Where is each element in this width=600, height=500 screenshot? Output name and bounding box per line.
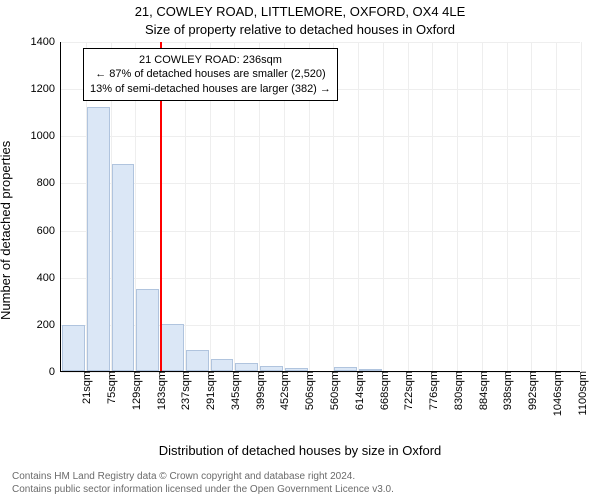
x-tick-label: 830sqm bbox=[449, 371, 465, 410]
x-tick-label: 884sqm bbox=[474, 371, 490, 410]
x-tick-label: 560sqm bbox=[325, 371, 341, 410]
annotation-line: ← 87% of detached houses are smaller (2,… bbox=[90, 67, 331, 81]
histogram-bar bbox=[62, 325, 85, 371]
histogram-bar bbox=[235, 363, 258, 371]
x-tick-label: 291sqm bbox=[201, 371, 217, 410]
histogram-bar bbox=[211, 359, 234, 371]
gridline-v bbox=[556, 42, 557, 371]
y-tick-label: 400 bbox=[37, 272, 55, 284]
footer-attribution: Contains HM Land Registry data © Crown c… bbox=[12, 471, 394, 496]
gridline-v bbox=[482, 42, 483, 371]
x-tick-label: 183sqm bbox=[152, 371, 168, 410]
gridline-v bbox=[383, 42, 384, 371]
histogram-bar bbox=[161, 324, 184, 371]
histogram-bar bbox=[186, 350, 209, 371]
y-tick-label: 800 bbox=[37, 177, 55, 189]
gridline-v bbox=[408, 42, 409, 371]
histogram-bar bbox=[136, 289, 159, 372]
x-tick-label: 75sqm bbox=[102, 371, 118, 404]
x-tick-label: 1046sqm bbox=[548, 371, 564, 416]
y-tick-label: 1400 bbox=[31, 36, 55, 48]
gridline-h bbox=[61, 231, 580, 232]
histogram-bar bbox=[285, 368, 308, 371]
annotation-box: 21 COWLEY ROAD: 236sqm← 87% of detached … bbox=[83, 48, 338, 101]
y-tick-label: 600 bbox=[37, 225, 55, 237]
annotation-line: 13% of semi-detached houses are larger (… bbox=[90, 82, 331, 96]
page-subtitle: Size of property relative to detached ho… bbox=[0, 22, 600, 37]
gridline-v bbox=[358, 42, 359, 371]
histogram-bar bbox=[87, 107, 110, 371]
x-tick-label: 21sqm bbox=[77, 371, 93, 404]
histogram-bar bbox=[260, 366, 283, 371]
x-tick-label: 668sqm bbox=[375, 371, 391, 410]
y-axis-label: Number of detached properties bbox=[0, 141, 13, 320]
y-tick-label: 200 bbox=[37, 319, 55, 331]
x-tick-label: 345sqm bbox=[226, 371, 242, 410]
gridline-v bbox=[432, 42, 433, 371]
x-tick-label: 129sqm bbox=[127, 371, 143, 410]
gridline-h bbox=[61, 183, 580, 184]
x-tick-label: 452sqm bbox=[275, 371, 291, 410]
x-axis-label: Distribution of detached houses by size … bbox=[0, 443, 600, 458]
x-tick-label: 237sqm bbox=[176, 371, 192, 410]
gridline-v bbox=[507, 42, 508, 371]
x-tick-label: 399sqm bbox=[251, 371, 267, 410]
histogram-bar bbox=[112, 164, 135, 371]
x-tick-label: 614sqm bbox=[350, 371, 366, 410]
chart-plot-area: 020040060080010001200140021sqm75sqm129sq… bbox=[60, 42, 580, 372]
gridline-v bbox=[457, 42, 458, 371]
gridline-v bbox=[581, 42, 582, 371]
x-tick-label: 1100sqm bbox=[573, 371, 589, 415]
gridline-v bbox=[531, 42, 532, 371]
histogram-bar bbox=[359, 369, 382, 371]
gridline-h bbox=[61, 278, 580, 279]
y-tick-label: 1000 bbox=[31, 130, 55, 142]
gridline-h bbox=[61, 42, 580, 43]
x-tick-label: 776sqm bbox=[424, 371, 440, 410]
y-tick-label: 1200 bbox=[31, 83, 55, 95]
histogram-bar bbox=[334, 367, 357, 371]
gridline-h bbox=[61, 136, 580, 137]
x-tick-label: 722sqm bbox=[399, 371, 415, 410]
page-title: 21, COWLEY ROAD, LITTLEMORE, OXFORD, OX4… bbox=[0, 4, 600, 19]
x-tick-label: 938sqm bbox=[498, 371, 514, 410]
annotation-line: 21 COWLEY ROAD: 236sqm bbox=[90, 53, 331, 67]
y-tick-label: 0 bbox=[49, 366, 55, 378]
x-tick-label: 506sqm bbox=[300, 371, 316, 410]
x-tick-label: 992sqm bbox=[523, 371, 539, 410]
